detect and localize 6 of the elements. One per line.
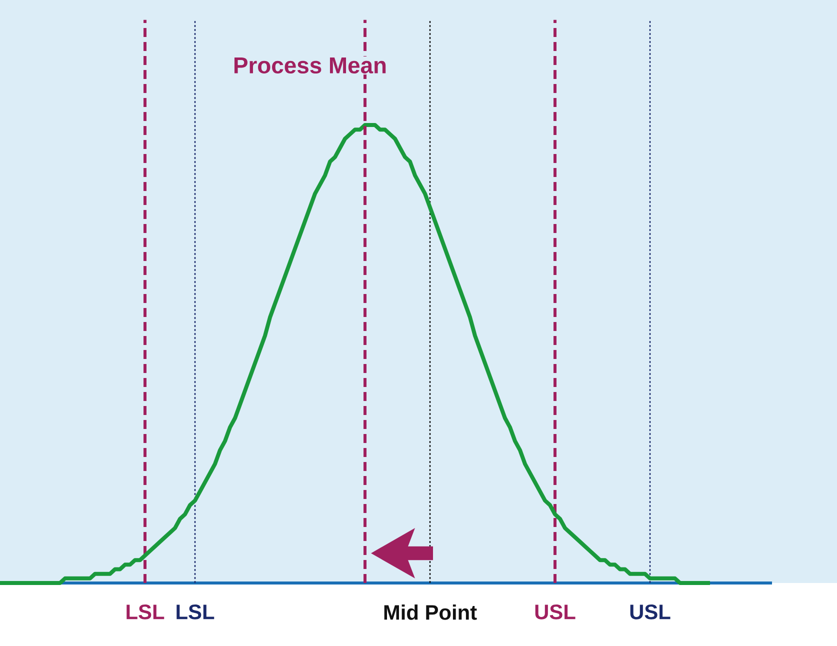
x-tick-label: LSL: [176, 604, 214, 620]
text: Process Mean: [234, 57, 386, 74]
x-tick-label: LSL: [126, 604, 164, 620]
x-tick-label: USL: [535, 604, 576, 620]
x-tick-label: Mid Point: [384, 604, 477, 620]
x-tick-label: USL: [630, 604, 670, 620]
